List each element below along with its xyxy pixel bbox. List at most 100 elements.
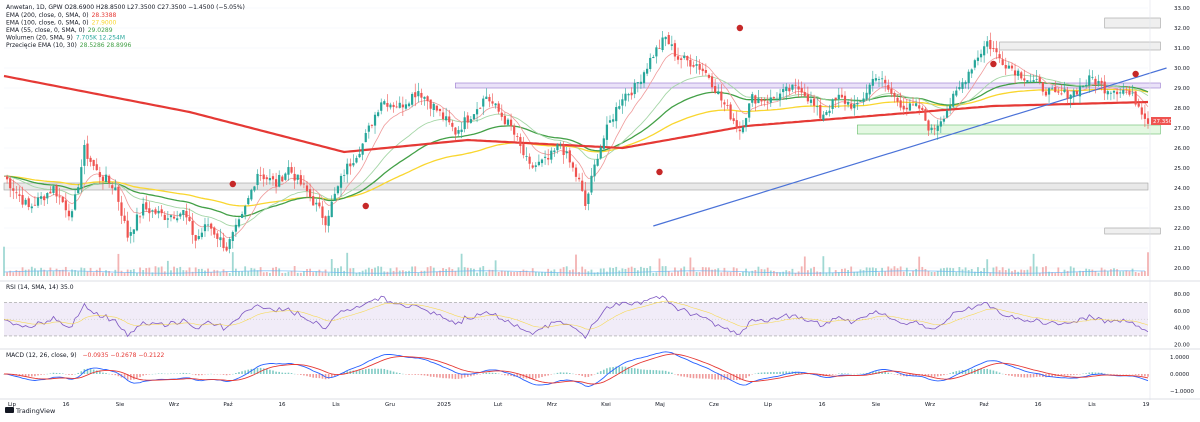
macd-histogram-bar	[1067, 374, 1069, 376]
macd-histogram-bar	[665, 371, 667, 374]
candle-body	[93, 160, 95, 166]
candle-body	[1082, 86, 1084, 87]
volume-bar	[414, 266, 416, 276]
volume-bar	[1042, 267, 1044, 276]
macd-histogram-bar	[377, 369, 379, 374]
candle-body	[83, 145, 85, 166]
candle-body	[467, 115, 469, 122]
macd-histogram-bar	[387, 370, 389, 374]
candle-body	[59, 196, 61, 197]
volume-bar	[396, 267, 398, 276]
candle-body	[1020, 72, 1022, 78]
indicator-value: 28.5286 28.8996	[80, 42, 132, 49]
volume-bar	[266, 272, 268, 276]
candle-body	[559, 145, 561, 146]
candle-body	[736, 120, 738, 128]
volume-bar	[652, 273, 654, 276]
volume-bar	[1135, 272, 1137, 276]
macd-histogram-bar	[359, 370, 361, 374]
volume-bar	[943, 268, 945, 276]
candle-body	[408, 103, 410, 106]
candle-body	[847, 102, 849, 105]
volume-bar	[300, 273, 302, 276]
volume-bar	[408, 271, 410, 276]
candle-body	[943, 119, 945, 122]
volume-bar	[1132, 269, 1134, 276]
macd-histogram-bar	[1005, 374, 1007, 375]
macd-histogram-bar	[560, 372, 562, 374]
candle-body	[717, 91, 719, 94]
candle-body	[188, 217, 190, 221]
candle-body	[420, 93, 422, 98]
volume-bar	[631, 267, 633, 276]
candle-body	[405, 104, 407, 108]
macd-histogram-bar	[241, 371, 243, 374]
candle-body	[71, 211, 73, 217]
macd-histogram-bar	[1092, 372, 1094, 374]
volume-bar	[890, 269, 892, 276]
volume-bar	[139, 267, 141, 276]
price-axis: 33.0032.0031.0030.0029.0028.0027.0026.00…	[1150, 0, 1194, 400]
volume-bar	[1036, 266, 1038, 276]
macd-histogram-bar	[448, 374, 450, 378]
macd-histogram-bar	[183, 373, 185, 374]
macd-histogram-bar	[504, 374, 506, 375]
macd-histogram-bar	[990, 370, 992, 374]
candle-body	[12, 188, 14, 190]
candle-body	[461, 130, 463, 132]
macd-histogram-bar	[1027, 374, 1029, 378]
volume-bar	[628, 268, 630, 276]
price-tick-label: 21.00	[1174, 246, 1190, 252]
candle-body	[331, 202, 333, 217]
candle-body	[321, 206, 323, 217]
tradingview-logo[interactable]: TradingView	[5, 407, 56, 415]
candle-body	[142, 204, 144, 216]
candle-body	[426, 96, 428, 101]
volume-bar	[93, 272, 95, 276]
candle-body	[80, 167, 82, 188]
volume-bar	[1017, 272, 1019, 276]
macd-histogram-bar	[179, 373, 181, 374]
candle-body	[971, 69, 973, 73]
volume-bar	[40, 268, 42, 276]
volume-bar	[770, 271, 772, 276]
candle-body	[1147, 118, 1149, 124]
volume-bar	[677, 271, 679, 276]
volume-bar	[1116, 269, 1118, 276]
volume-bar	[124, 273, 126, 276]
volume-bar	[90, 268, 92, 276]
candle-body	[702, 69, 704, 71]
volume-bar	[46, 271, 48, 276]
candle-body	[263, 175, 265, 180]
candle-body	[145, 202, 147, 209]
candle-body	[1138, 103, 1140, 106]
volume-bar	[909, 273, 911, 276]
candle-body	[31, 206, 33, 208]
macd-histogram-bar	[28, 374, 30, 377]
candle-body	[1039, 77, 1041, 82]
symbol-header: Anwetan, 1D, GPW O28.6900 H28.8500 L27.3…	[6, 4, 245, 11]
candle-body	[958, 87, 960, 89]
volume-bar	[754, 270, 756, 276]
rsi-tick-label: 60.00	[1174, 309, 1190, 315]
macd-histogram-bar	[730, 374, 732, 380]
volume-bar	[510, 272, 512, 276]
volume-bar	[578, 272, 580, 276]
candle-body	[423, 97, 425, 99]
time-tick-label: Kwi	[601, 402, 611, 408]
volume-bar	[405, 271, 407, 276]
candle-body	[281, 177, 283, 182]
macd-tick-label: −1.0000	[1170, 389, 1194, 395]
macd-histogram-bar	[62, 373, 64, 374]
candle-body	[133, 229, 135, 234]
candle-body	[213, 228, 215, 235]
macd-histogram-bar	[696, 374, 698, 378]
candle-body	[825, 112, 827, 115]
candle-body	[603, 138, 605, 148]
candle-body	[998, 54, 1000, 58]
candle-body	[386, 103, 388, 107]
macd-histogram-bar	[668, 372, 670, 374]
trend-line	[653, 68, 1166, 226]
